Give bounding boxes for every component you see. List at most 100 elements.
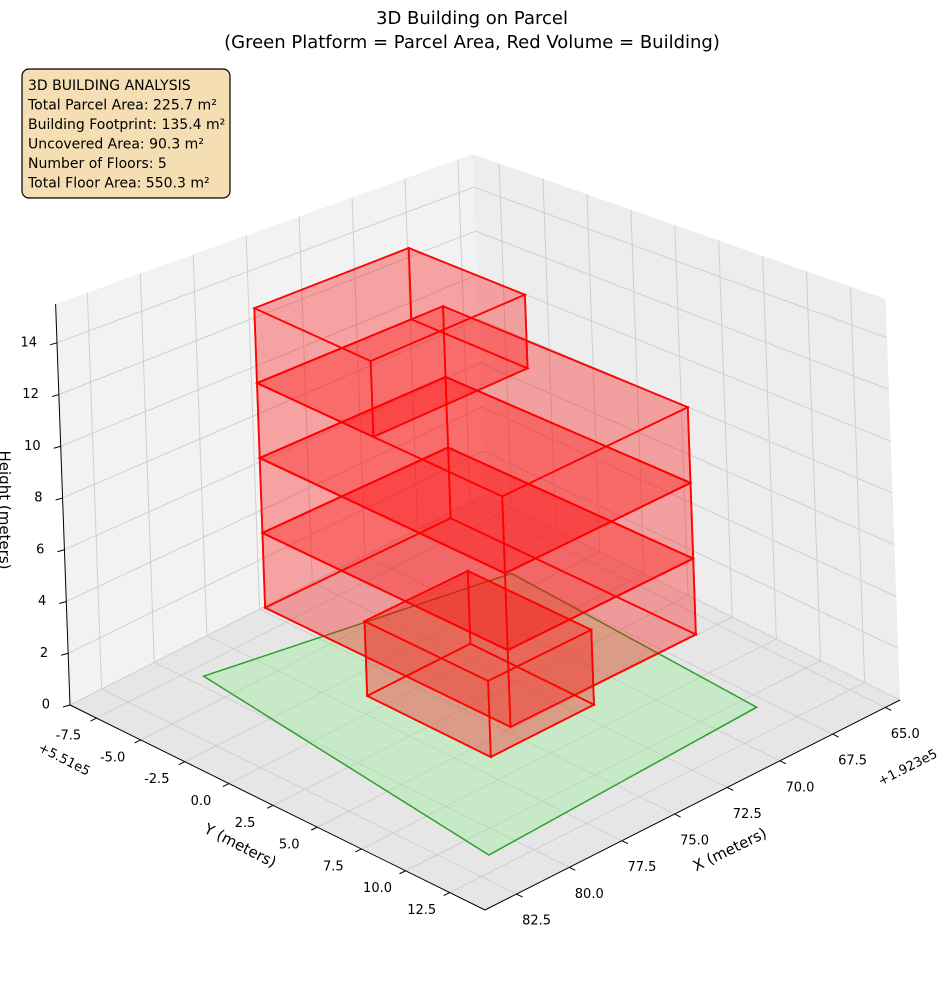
y-tick	[134, 739, 141, 744]
grid-line	[101, 688, 517, 895]
grid-line	[86, 292, 103, 690]
info-line: Uncovered Area: 90.3 m²	[28, 137, 204, 153]
grid-line	[62, 318, 893, 499]
pane-right	[472, 154, 900, 700]
x-tick-label: 75.0	[680, 834, 709, 849]
grid-line	[449, 682, 865, 893]
grid-line	[69, 494, 901, 706]
grid-line	[586, 194, 601, 552]
y-tick-label: 10.0	[363, 881, 392, 896]
y-tick-label: 7.5	[323, 859, 344, 874]
y-tick	[355, 848, 362, 853]
z-tick	[59, 601, 67, 604]
z-axis-line	[55, 303, 71, 706]
x-tick	[621, 840, 629, 845]
grid-line	[404, 178, 419, 530]
marks	[201, 246, 759, 856]
x-tick-label: 80.0	[575, 887, 604, 902]
y-tick	[222, 783, 230, 787]
info-box	[21, 68, 231, 199]
grid-line	[245, 235, 261, 610]
x-axis-label: X (meters)	[690, 824, 770, 875]
y-tick-label: 12.5	[407, 903, 436, 918]
z-tick	[51, 394, 59, 398]
z-tick	[49, 342, 58, 346]
pane-floor	[70, 495, 900, 910]
z-tick	[57, 549, 65, 553]
x-tick	[516, 893, 523, 898]
grid-line	[762, 255, 777, 639]
y-tick-label: -2.5	[144, 772, 169, 787]
y-tick-label: 2.5	[235, 816, 256, 831]
x-tick-label: 77.5	[627, 860, 656, 875]
x-tick	[885, 707, 892, 711]
axes: 65.067.570.072.575.077.580.082.5-7.5-5.0…	[20, 303, 920, 929]
x-axis-line	[484, 699, 901, 911]
y-tick	[90, 717, 97, 722]
x-tick-label: 72.5	[733, 807, 762, 822]
z-tick-label: 12	[22, 387, 39, 402]
x-tick-label: 65.0	[891, 727, 920, 742]
x-tick-label: 70.0	[785, 780, 814, 795]
z-tick-label: 8	[34, 491, 42, 506]
y-tick	[266, 804, 274, 809]
grid-line	[317, 616, 733, 828]
grid-line	[66, 406, 897, 602]
x-offset-label: +1.923e5	[876, 747, 940, 790]
y-tick-label: 0.0	[191, 794, 212, 809]
y-tick-label: 5.0	[279, 838, 300, 853]
z-tick	[53, 445, 61, 449]
grid-line	[184, 551, 601, 763]
y-tick-label: -7.5	[56, 729, 81, 744]
grid-line	[849, 286, 866, 683]
grid-line	[58, 230, 890, 395]
chart-subtitle: (Green Platform = Parcel Area, Red Volum…	[224, 32, 720, 53]
grid-line	[457, 159, 471, 503]
grid-line	[272, 594, 689, 806]
grid-line	[154, 661, 570, 868]
y-tick-label: -5.0	[100, 750, 125, 765]
grid-line	[806, 271, 822, 661]
grid-line	[718, 240, 733, 618]
info-line: Total Parcel Area: 225.7 m²	[27, 98, 217, 114]
z-tick-label: 10	[24, 439, 41, 454]
z-tick	[62, 704, 71, 708]
x-tick	[569, 866, 576, 871]
panes	[55, 154, 900, 910]
z-tick	[55, 497, 63, 501]
z-tick-label: 0	[42, 698, 50, 713]
chart-title: 3D Building on Parcel	[376, 8, 568, 29]
z-tick-label: 4	[38, 594, 46, 609]
grid-line	[56, 186, 888, 344]
pane-left	[55, 154, 485, 705]
info-text: 3D BUILDING ANALYSIS Total Parcel Area: 2…	[27, 78, 225, 192]
x-tick-label: 82.5	[522, 914, 551, 929]
grid-line	[630, 209, 645, 574]
z-tick-label: 2	[40, 646, 48, 661]
y-offset-label: +5.51e5	[36, 741, 93, 780]
x-tick	[832, 733, 839, 738]
y-axis-line	[69, 704, 486, 911]
floor-face	[362, 569, 594, 682]
y-tick	[443, 892, 450, 897]
z-tick-label: 6	[36, 542, 44, 557]
z-tick-label: 14	[20, 335, 37, 350]
floor-face	[251, 247, 528, 363]
grid-line	[361, 638, 777, 850]
y-tick	[399, 870, 406, 875]
x-tick	[674, 813, 681, 818]
grid-line	[498, 163, 512, 509]
grid-line	[259, 608, 675, 815]
y-tick	[311, 826, 318, 831]
x-tick-label: 67.5	[838, 754, 867, 769]
grid-line	[470, 502, 886, 708]
y-tick	[178, 761, 186, 766]
grid-line	[64, 362, 895, 551]
z-tick	[61, 652, 69, 656]
grid-line	[139, 273, 155, 663]
grid-line	[206, 635, 623, 842]
x-tick	[779, 760, 787, 765]
x-tick	[727, 786, 734, 791]
grid-line	[192, 254, 208, 636]
grid-line	[67, 450, 899, 654]
